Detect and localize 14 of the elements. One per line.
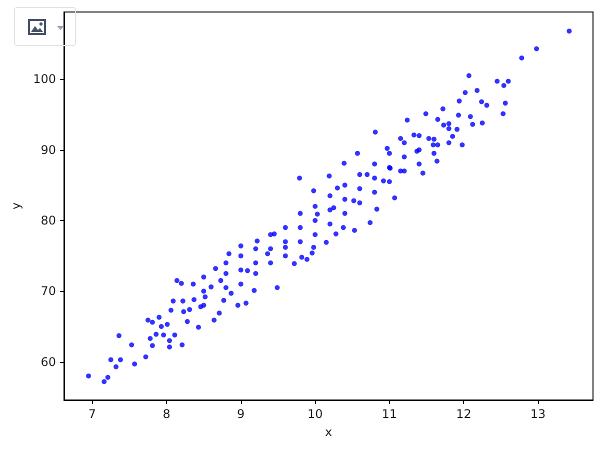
y-tick-label: 70 [40,284,56,298]
x-tick-label: 12 [456,407,472,421]
x-tick-label: 10 [307,407,323,421]
x-tick-label: 8 [162,407,170,421]
y-tick-label: 80 [40,213,56,228]
y-axis-title: y [9,202,23,210]
x-axis-title: x [324,425,332,439]
y-tick-label: 100 [33,72,56,86]
x-tick-label: 7 [88,407,96,421]
x-tick-label: 13 [530,407,546,421]
x-tick-label: 9 [237,407,245,421]
y-tick-label: 60 [40,354,56,369]
y-tick-label: 90 [40,142,56,157]
x-tick-label: 11 [382,407,398,421]
